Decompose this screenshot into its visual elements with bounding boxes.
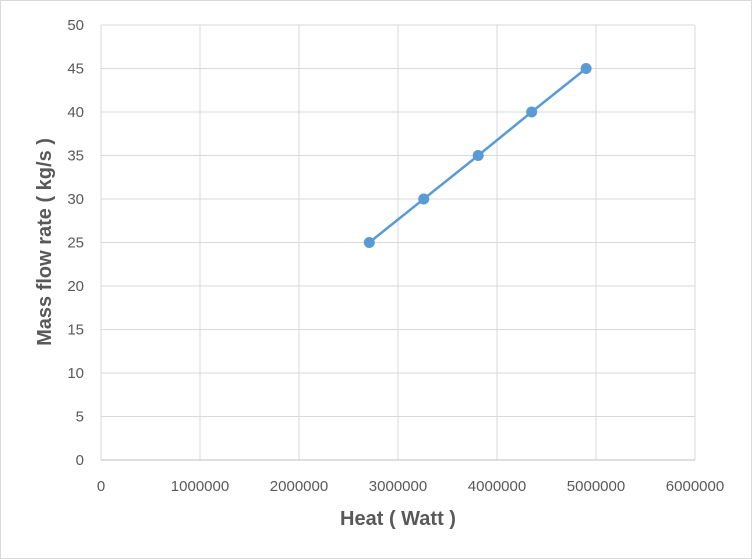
x-axis-title: Heat ( Watt ) bbox=[340, 508, 456, 530]
data-series bbox=[363, 63, 592, 248]
y-axis-title: Mass flow rate ( kg/s ) bbox=[34, 138, 56, 346]
x-tick-label: 2000000 bbox=[270, 478, 328, 495]
x-tick-label: 4000000 bbox=[468, 478, 526, 495]
x-tick-label: 6000000 bbox=[666, 478, 724, 495]
y-tick-label: 45 bbox=[67, 61, 84, 78]
y-tick-label: 0 bbox=[76, 452, 84, 469]
y-tick-label: 30 bbox=[67, 191, 84, 208]
axes: 0 5 10 15 20 25 30 35 40 45 50 0 1000000 2000000 30000… bbox=[67, 17, 724, 495]
gridlines bbox=[101, 24, 696, 460]
y-tick-label: 50 bbox=[67, 17, 84, 34]
y-tick-label: 25 bbox=[67, 235, 84, 252]
y-tick-label: 20 bbox=[67, 278, 84, 295]
y-tick-label: 5 bbox=[76, 409, 84, 426]
data-point bbox=[472, 150, 484, 161]
y-tick-label: 15 bbox=[67, 322, 84, 339]
data-point bbox=[418, 193, 430, 205]
data-point bbox=[580, 63, 592, 74]
data-point bbox=[526, 106, 538, 118]
y-tick-label: 10 bbox=[67, 365, 84, 382]
x-tick-label: 5000000 bbox=[567, 478, 625, 495]
x-tick-label: 3000000 bbox=[369, 478, 427, 495]
x-tick-label: 0 bbox=[97, 478, 105, 495]
y-tick-label: 40 bbox=[67, 104, 84, 121]
x-tick-label: 1000000 bbox=[171, 478, 229, 495]
data-point bbox=[363, 237, 375, 248]
y-tick-label: 35 bbox=[67, 148, 84, 165]
